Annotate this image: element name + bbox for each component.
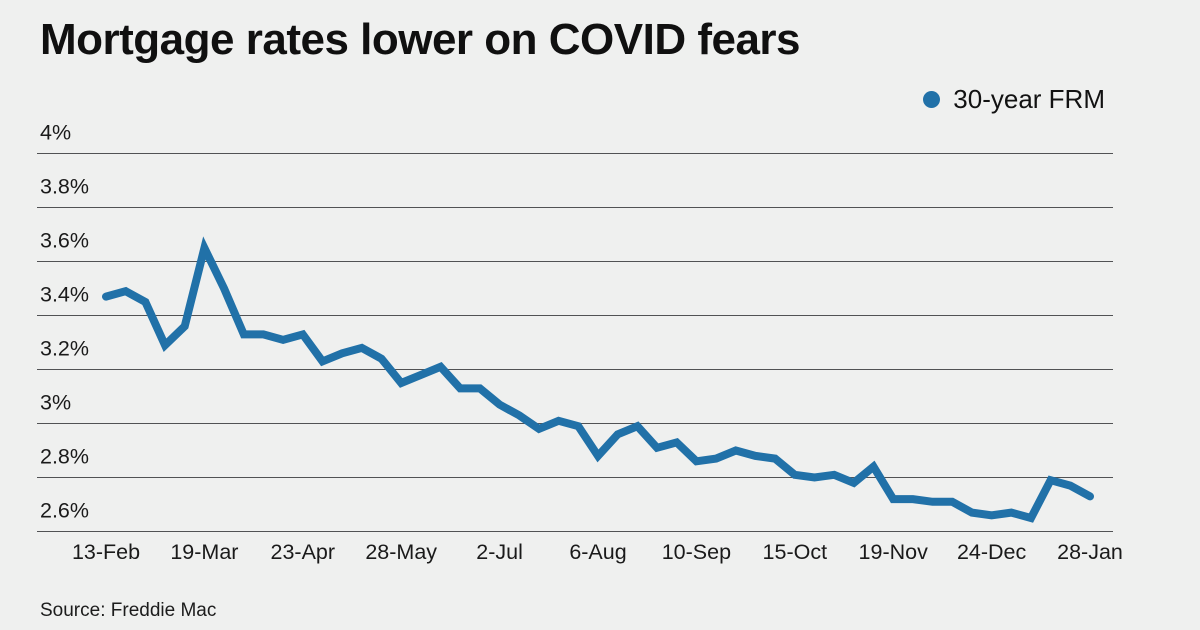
x-axis-tick-label: 23-Apr bbox=[271, 540, 336, 564]
y-axis-tick-label: 2.6% bbox=[40, 499, 89, 523]
legend-marker-dot-icon bbox=[923, 91, 941, 108]
legend: 30-year FRM bbox=[923, 84, 1105, 115]
y-axis-tick-label: 4% bbox=[40, 121, 71, 145]
x-axis-tick-label: 28-Jan bbox=[1057, 540, 1123, 564]
x-axis-tick-label: 10-Sep bbox=[662, 540, 731, 564]
page-title: Mortgage rates lower on COVID fears bbox=[40, 15, 801, 64]
x-axis-tick-label: 24-Dec bbox=[957, 540, 1027, 564]
legend-label: 30-year FRM bbox=[953, 84, 1105, 114]
frm-rate-line bbox=[102, 236, 1094, 523]
x-axis-tick-label: 15-Oct bbox=[763, 540, 828, 564]
x-axis-tick-label: 6-Aug bbox=[569, 540, 626, 564]
y-axis-tick-label: 3.2% bbox=[40, 337, 89, 361]
x-axis-tick-label: 13-Feb bbox=[72, 540, 140, 564]
y-axis-tick-label: 3% bbox=[40, 391, 71, 415]
x-axis-tick-label: 19-Mar bbox=[170, 540, 238, 564]
y-axis-tick-label: 3.6% bbox=[40, 229, 89, 253]
source-note: Source: Freddie Mac bbox=[40, 600, 217, 621]
y-axis-tick-label: 3.4% bbox=[40, 283, 89, 307]
x-axis-tick-label: 28-May bbox=[365, 540, 437, 564]
x-axis-tick-label: 2-Jul bbox=[476, 540, 523, 564]
y-axis-tick-label: 2.8% bbox=[40, 445, 89, 469]
y-axis-tick-label: 3.8% bbox=[40, 175, 89, 199]
x-axis-tick-label: 19-Nov bbox=[859, 540, 929, 564]
